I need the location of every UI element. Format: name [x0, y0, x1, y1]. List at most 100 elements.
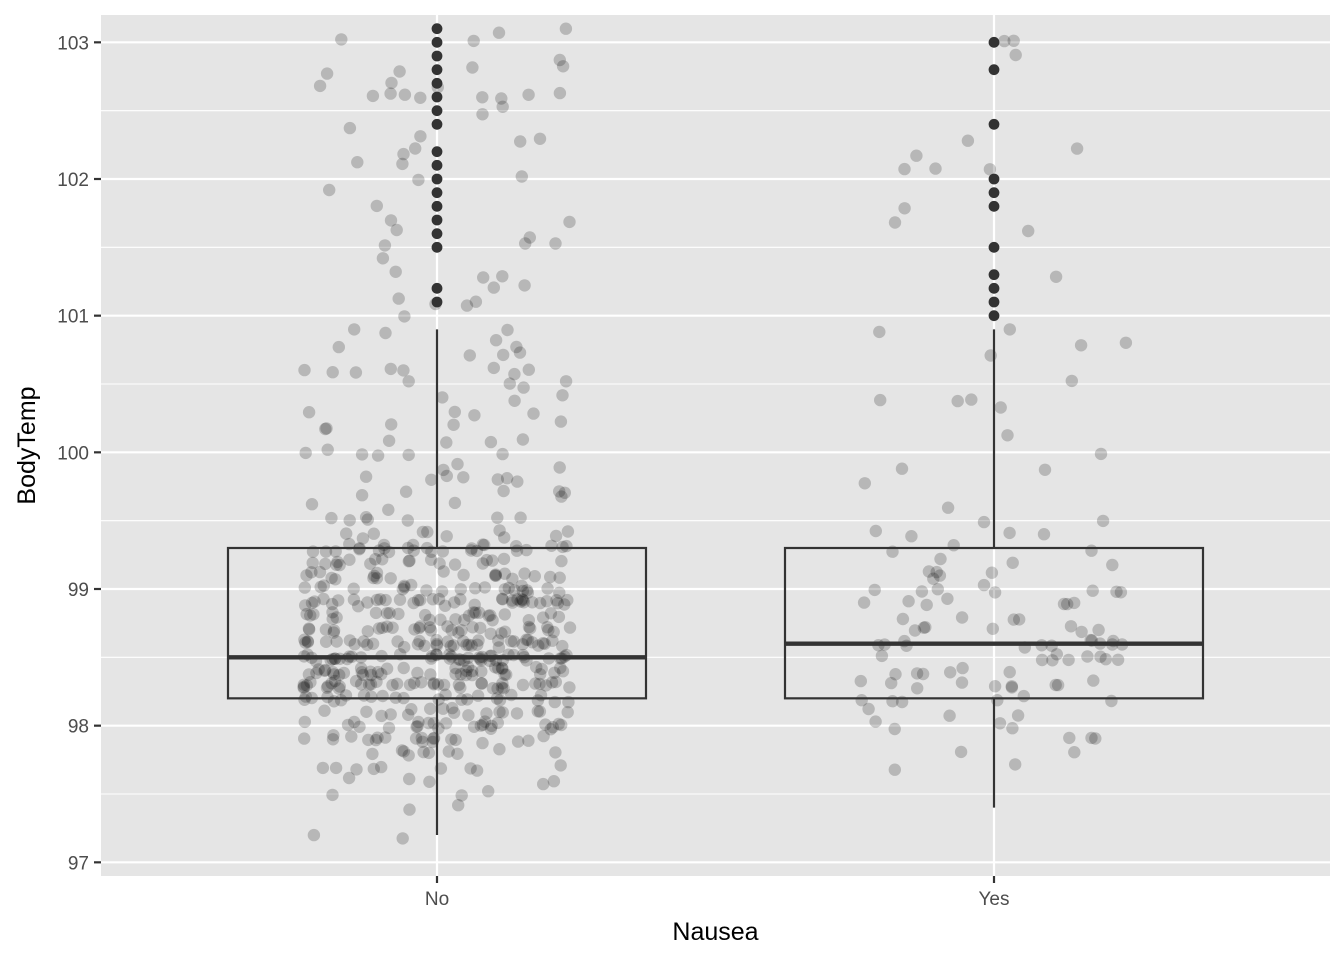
- jitter-point: [475, 665, 488, 678]
- jitter-point: [436, 702, 450, 715]
- outlier-point: [988, 187, 1000, 199]
- jitter-point: [965, 393, 978, 406]
- jitter-point: [506, 596, 519, 609]
- jitter-point: [437, 565, 450, 578]
- jitter-point: [383, 606, 396, 620]
- jitter-point: [911, 682, 924, 695]
- jitter-point: [508, 584, 521, 597]
- jitter-point: [541, 582, 554, 595]
- jitter-point: [435, 585, 449, 598]
- jitter-point: [447, 706, 461, 719]
- jitter-point: [398, 88, 412, 101]
- jitter-point: [498, 608, 511, 621]
- jitter-point: [498, 583, 511, 596]
- jitter-point: [420, 584, 433, 597]
- jitter-point: [396, 583, 409, 596]
- jitter-point: [484, 435, 498, 449]
- x-axis-title: Nausea: [672, 918, 758, 946]
- jitter-point: [377, 538, 391, 552]
- jitter-point: [326, 606, 339, 619]
- jitter-point: [331, 555, 344, 569]
- jitter-point: [396, 832, 409, 845]
- jitter-point: [348, 638, 361, 651]
- jitter-point: [919, 621, 932, 634]
- jitter-point: [1037, 528, 1051, 541]
- jitter-point: [470, 764, 484, 777]
- jitter-point: [465, 639, 478, 652]
- jitter-point: [395, 744, 409, 757]
- jitter-point: [518, 279, 531, 292]
- jitter-point: [355, 448, 369, 461]
- jitter-point: [457, 568, 470, 582]
- jitter-point: [1035, 653, 1049, 667]
- jitter-point: [361, 513, 374, 526]
- jitter-point: [521, 633, 535, 647]
- jitter-point: [475, 677, 488, 690]
- jitter-point: [378, 239, 392, 252]
- jitter-point: [345, 730, 358, 743]
- jitter-point: [549, 529, 563, 543]
- jitter-point: [497, 682, 510, 695]
- jitter-point: [349, 366, 363, 379]
- jitter-point: [855, 694, 868, 707]
- jitter-point: [298, 732, 311, 745]
- jitter-point: [493, 524, 506, 537]
- jitter-point: [873, 325, 886, 339]
- jitter-point: [507, 635, 521, 648]
- outlier-point: [431, 77, 443, 89]
- jitter-point: [915, 585, 929, 598]
- jitter-point: [306, 556, 319, 570]
- jitter-point: [541, 621, 554, 634]
- jitter-point: [1068, 746, 1081, 759]
- jitter-point: [407, 596, 420, 610]
- jitter-point: [544, 607, 558, 620]
- jitter-point: [553, 53, 566, 67]
- jitter-point: [929, 162, 942, 175]
- jitter-point: [1065, 374, 1079, 388]
- outlier-point: [988, 36, 1000, 48]
- jitter-point: [422, 746, 436, 760]
- jitter-point: [298, 633, 311, 646]
- outlier-point: [431, 36, 443, 48]
- jitter-point: [449, 613, 462, 626]
- jitter-point: [554, 415, 568, 428]
- jitter-point: [522, 363, 535, 376]
- jitter-point: [895, 462, 909, 475]
- jitter-point: [347, 593, 361, 606]
- jitter-point: [885, 676, 898, 690]
- jitter-point: [374, 593, 387, 606]
- jitter-point: [462, 709, 475, 722]
- jitter-point: [930, 565, 943, 579]
- jitter-point: [425, 553, 438, 566]
- jitter-point: [563, 681, 576, 694]
- jitter-point: [1051, 678, 1065, 692]
- jitter-point: [467, 606, 480, 619]
- jitter-point: [379, 731, 392, 744]
- jitter-point: [531, 694, 545, 707]
- jitter-point: [335, 33, 348, 46]
- jitter-point: [297, 678, 310, 691]
- jitter-point: [560, 539, 573, 553]
- jitter-point: [362, 733, 375, 747]
- jitter-point: [994, 401, 1007, 414]
- jitter-point: [489, 569, 502, 582]
- jitter-point: [551, 597, 564, 610]
- jitter-point: [1005, 680, 1018, 693]
- jitter-point: [500, 668, 513, 681]
- jitter-point: [522, 88, 535, 102]
- jitter-point: [478, 715, 492, 728]
- jitter-point: [360, 705, 373, 718]
- jitter-point: [348, 715, 361, 729]
- jitter-point: [302, 668, 316, 681]
- jitter-point: [486, 682, 500, 695]
- outlier-point: [988, 310, 1000, 322]
- jitter-point: [422, 716, 435, 730]
- jitter-point: [318, 704, 331, 717]
- jitter-point: [553, 461, 566, 474]
- jitter-point: [1064, 620, 1078, 633]
- jitter-point: [308, 595, 321, 608]
- jitter-point: [392, 292, 405, 305]
- jitter-point: [516, 638, 529, 651]
- jitter-point: [546, 721, 559, 734]
